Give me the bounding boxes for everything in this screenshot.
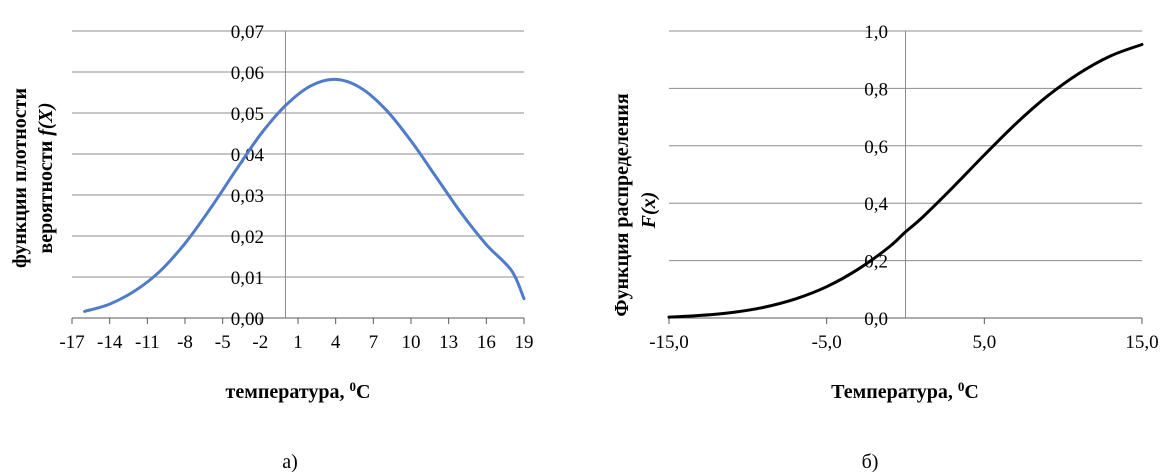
distribution-panel-label: б) bbox=[862, 451, 879, 473]
y-tick-label: 0,06 bbox=[231, 63, 264, 84]
x-tick-label: -5 bbox=[215, 332, 231, 353]
x-tick-label: -2 bbox=[252, 332, 268, 353]
x-tick-label: -11 bbox=[135, 332, 160, 353]
x-tick-label: 13 bbox=[439, 332, 458, 353]
x-tick-label: -15,0 bbox=[649, 332, 689, 353]
y-tick-label: 0,01 bbox=[231, 268, 264, 289]
y-tick-label: 0,02 bbox=[231, 227, 264, 248]
y-tick-label: 0,8 bbox=[864, 79, 888, 100]
x-tick-label: 4 bbox=[331, 332, 341, 353]
y-tick-label: 0,03 bbox=[231, 186, 264, 207]
series-line bbox=[667, 43, 1144, 319]
density-xlabel: температура, 0C bbox=[226, 379, 371, 404]
x-tick-label: 19 bbox=[515, 332, 534, 353]
density-axes bbox=[71, 31, 525, 324]
y-tick-label: 0,05 bbox=[231, 104, 264, 125]
density-series bbox=[83, 77, 526, 313]
x-tick-label: 16 bbox=[477, 332, 496, 353]
y-tick-label: 0,00 bbox=[231, 309, 264, 330]
x-tick-label: 10 bbox=[402, 332, 421, 353]
density-ylabel-line2: вероятности f(X) bbox=[35, 102, 57, 253]
x-tick-label: 5,0 bbox=[972, 332, 996, 353]
density-panel-label: а) bbox=[282, 451, 298, 473]
y-tick-label: 0,6 bbox=[864, 137, 888, 158]
distribution-y-tick-labels: 0,0 0,2 0,4 0,6 0,8 1,0 bbox=[864, 22, 888, 330]
x-tick-label: 15,0 bbox=[1125, 332, 1158, 353]
distribution-xlabel: Температура, 0C bbox=[831, 379, 979, 404]
density-y-tick-labels: 0,00 0,01 0,02 0,03 0,04 0,05 0,06 0,07 bbox=[231, 22, 265, 330]
distribution-axes bbox=[668, 31, 1143, 324]
distribution-x-tick-labels: -15,0 -5,0 5,0 15,0 bbox=[649, 332, 1158, 353]
distribution-series bbox=[667, 43, 1144, 319]
density-x-tick-labels: -17 -14 -11 -8 -5 -2 1 4 7 10 13 16 19 bbox=[59, 332, 533, 353]
y-tick-label: 0,4 bbox=[864, 194, 888, 215]
x-tick-label: 1 bbox=[293, 332, 303, 353]
series-line bbox=[83, 77, 526, 313]
y-tick-label: 1,0 bbox=[864, 22, 888, 43]
x-tick-label: -8 bbox=[177, 332, 193, 353]
density-gridlines bbox=[72, 30, 524, 278]
x-tick-label: -14 bbox=[97, 332, 123, 353]
y-tick-label: 0,04 bbox=[231, 145, 265, 166]
x-tick-label: -5,0 bbox=[812, 332, 842, 353]
y-tick-label: 0,07 bbox=[231, 22, 264, 43]
y-tick-label: 0,2 bbox=[864, 252, 888, 273]
distribution-ylabel-line1: Функция распределения bbox=[611, 93, 633, 316]
density-chart: 0,000,010,020,030,040,050,060,07 -17 -14-… bbox=[9, 22, 534, 473]
distribution-ylabel-line2: F(x) bbox=[638, 192, 660, 230]
distribution-chart: 0,0 0,2 0,4 0,6 0,8 1,0 -15,0 -5,0 5,0 15,0 Темп… bbox=[611, 22, 1159, 473]
density-ylabel-line1: функции плотности bbox=[9, 88, 31, 268]
x-tick-label: -17 bbox=[59, 332, 84, 353]
y-tick-label: 0,0 bbox=[864, 309, 888, 330]
x-tick-label: 7 bbox=[369, 332, 379, 353]
